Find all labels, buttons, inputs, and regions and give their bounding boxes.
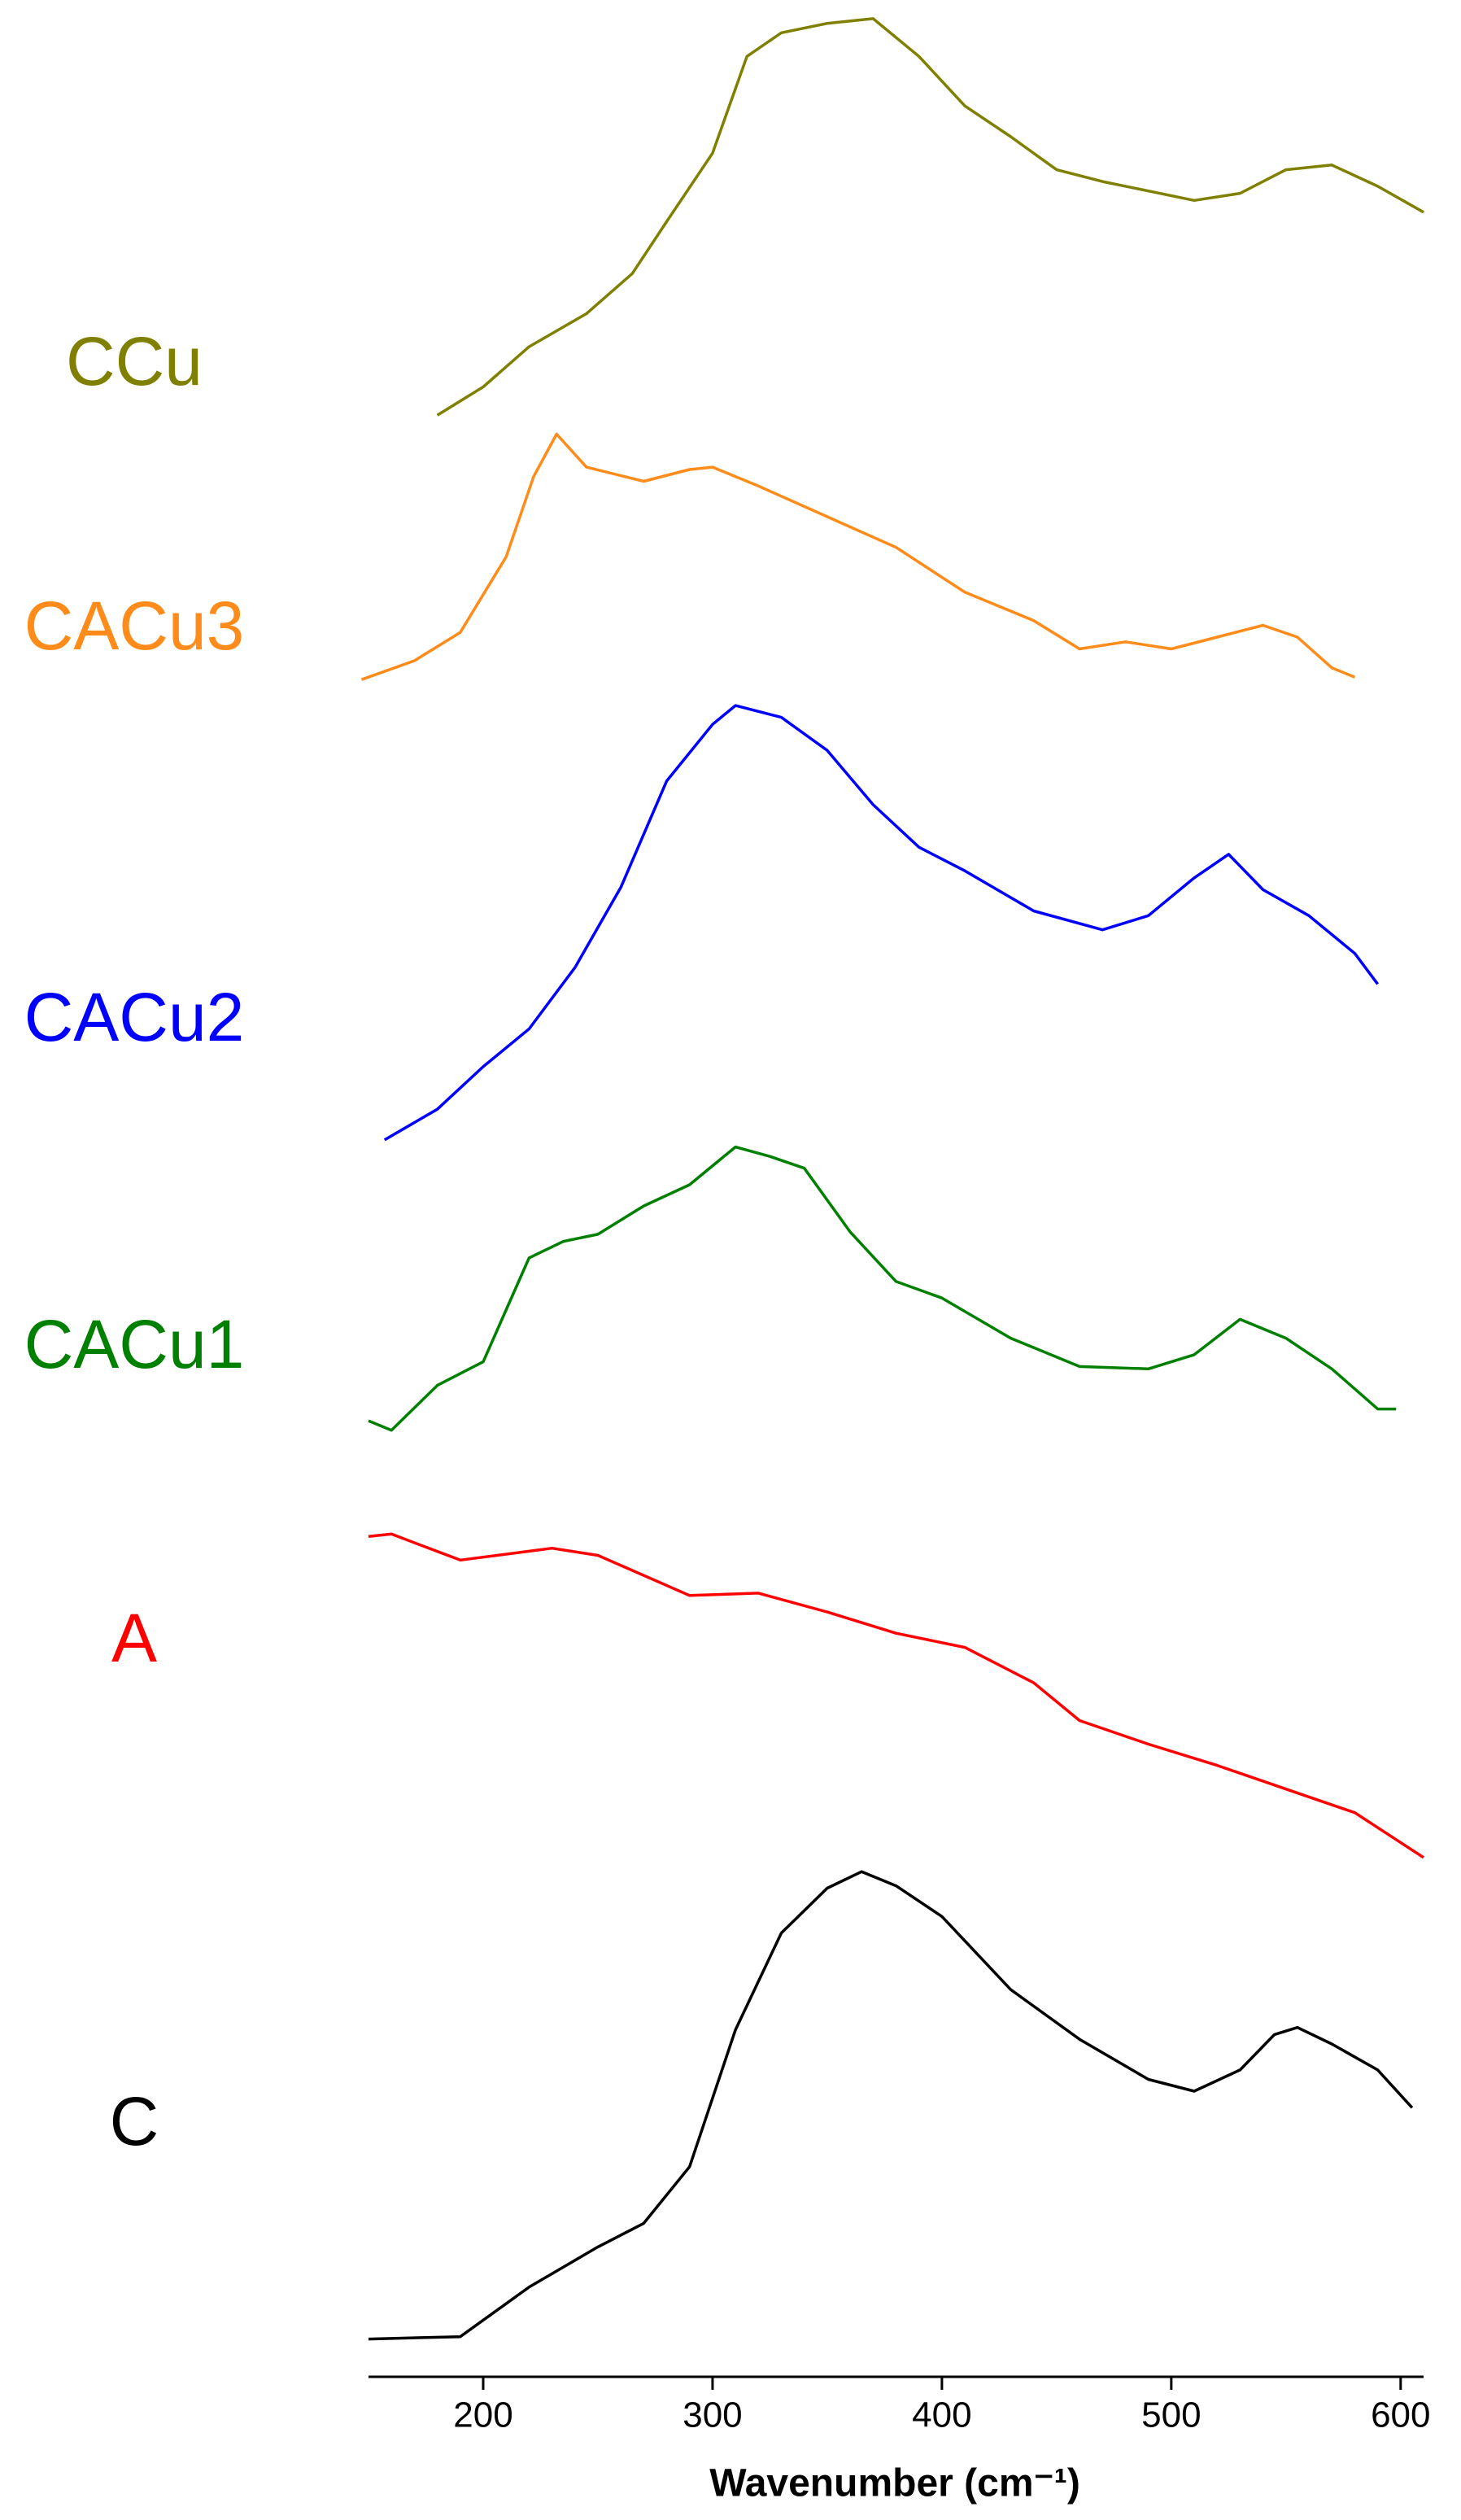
x-tick-label: 400	[912, 2396, 971, 2435]
series-label: CACu1	[24, 1306, 245, 1382]
spectrum-line	[368, 1870, 1414, 2341]
x-tick-label: 200	[453, 2396, 512, 2435]
x-tick-label: 300	[683, 2396, 742, 2435]
x-tick-label: 600	[1371, 2396, 1430, 2435]
spectrum-line	[383, 704, 1380, 1142]
series-label: C	[110, 2083, 159, 2160]
series-label: CACu3	[24, 587, 245, 664]
spectrum-line	[368, 1532, 1424, 1859]
spectrum-line	[360, 432, 1356, 681]
spectrum-line	[436, 17, 1424, 417]
series-label: CCu	[66, 323, 203, 400]
x-tick-label: 500	[1141, 2396, 1201, 2435]
series-label: A	[111, 1600, 157, 1676]
x-axis-label: Wavenumber (cm⁻¹)	[709, 2462, 1080, 2505]
spectrum-line	[368, 1145, 1397, 1432]
series-label: CACu2	[24, 979, 245, 1055]
